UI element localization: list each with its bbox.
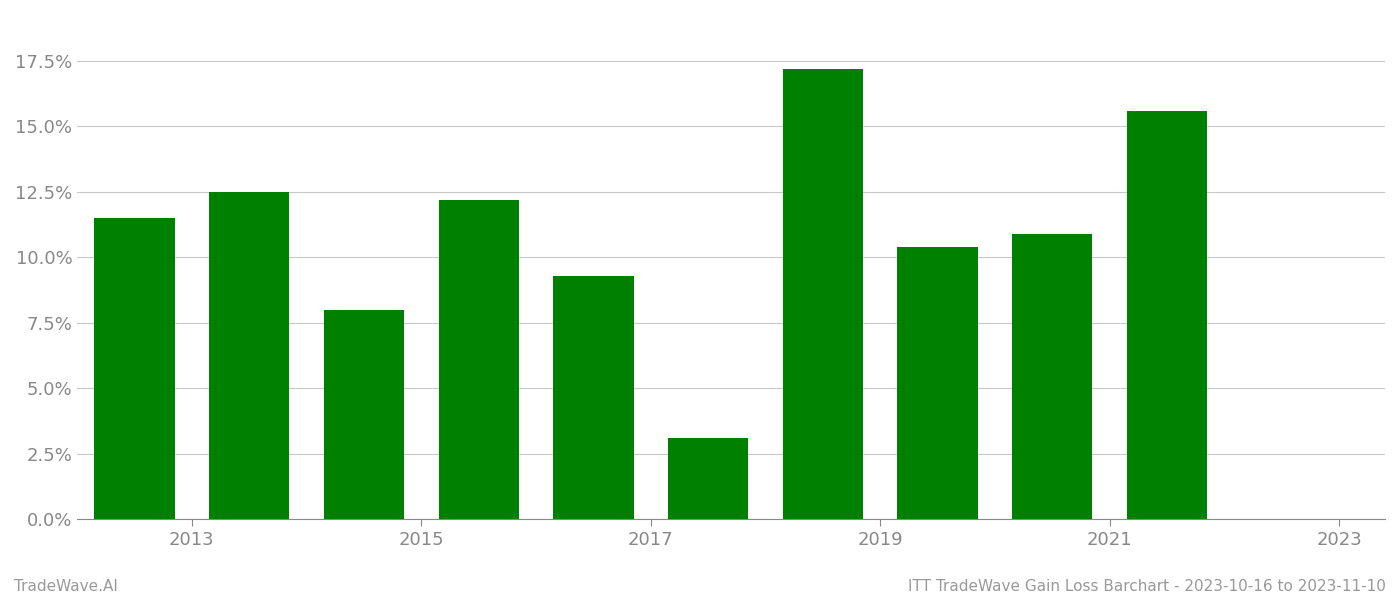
Text: TradeWave.AI: TradeWave.AI bbox=[14, 579, 118, 594]
Bar bbox=[1012, 234, 1092, 519]
Bar bbox=[209, 192, 290, 519]
Text: ITT TradeWave Gain Loss Barchart - 2023-10-16 to 2023-11-10: ITT TradeWave Gain Loss Barchart - 2023-… bbox=[909, 579, 1386, 594]
Bar bbox=[783, 68, 862, 519]
Bar bbox=[1127, 110, 1207, 519]
Bar bbox=[668, 438, 748, 519]
Bar bbox=[553, 275, 634, 519]
Bar bbox=[438, 200, 519, 519]
Bar bbox=[94, 218, 175, 519]
Bar bbox=[323, 310, 405, 519]
Bar bbox=[897, 247, 977, 519]
